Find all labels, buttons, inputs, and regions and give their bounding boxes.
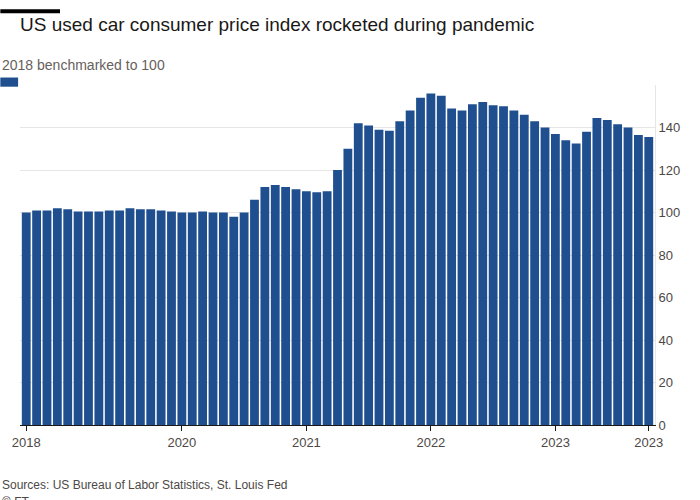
svg-text:2020: 2020: [167, 435, 196, 450]
svg-text:120: 120: [659, 163, 681, 178]
svg-text:2021: 2021: [292, 435, 321, 450]
svg-text:2022: 2022: [416, 435, 445, 450]
svg-text:0: 0: [659, 418, 666, 433]
svg-text:20: 20: [659, 375, 673, 390]
svg-text:2018: 2018: [12, 435, 41, 450]
svg-text:© FT: © FT: [2, 495, 30, 500]
svg-text:2018 benchmarked to 100: 2018 benchmarked to 100: [2, 57, 165, 73]
svg-text:60: 60: [659, 290, 673, 305]
svg-text:80: 80: [659, 248, 673, 263]
svg-text:2023: 2023: [634, 435, 663, 450]
svg-text:100: 100: [659, 205, 681, 220]
svg-text:2023: 2023: [541, 435, 570, 450]
svg-text:40: 40: [659, 333, 673, 348]
svg-text:140: 140: [659, 120, 681, 135]
svg-text:Sources: US Bureau of Labor St: Sources: US Bureau of Labor Statistics, …: [2, 478, 287, 492]
svg-text:US used car consumer price ind: US used car consumer price index rockete…: [20, 14, 534, 35]
